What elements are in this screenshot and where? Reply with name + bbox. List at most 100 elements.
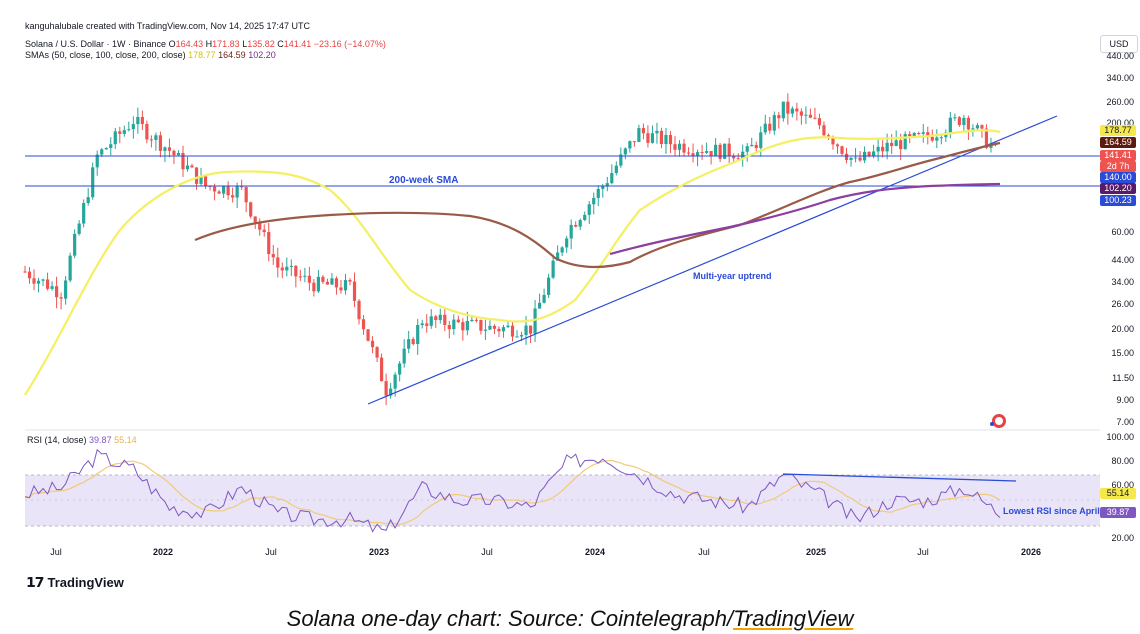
y-tick: 60.00 <box>1111 227 1134 237</box>
candle-body <box>425 323 429 326</box>
candle-body <box>754 144 758 149</box>
rsi-tick: 100.00 <box>1106 432 1134 442</box>
y-tick: 200.00 <box>1106 118 1134 128</box>
candle-body <box>966 117 971 130</box>
candle-body <box>849 157 853 160</box>
candle-body <box>379 357 384 382</box>
candle-body <box>583 214 587 221</box>
ohlc-open-label: O <box>168 39 176 49</box>
candle-body <box>659 130 664 145</box>
candle-body <box>853 157 858 159</box>
candle-body <box>77 223 81 234</box>
candle-body <box>808 114 813 118</box>
currency-label: USD <box>1109 39 1129 49</box>
x-tick: 2023 <box>368 547 390 557</box>
candle-body <box>27 271 32 279</box>
ohlc-high-label: H <box>205 39 213 49</box>
sma50-value: 178.77 <box>188 50 216 60</box>
caption-link[interactable]: TradingView <box>733 606 854 631</box>
tv-icon: 𝟭𝟳 <box>26 574 45 590</box>
candle-body <box>903 134 907 150</box>
candle-body <box>528 325 533 334</box>
candle-body <box>95 154 99 168</box>
candle-body <box>984 128 989 148</box>
candle-body <box>416 325 420 345</box>
candle-body <box>695 152 700 156</box>
candle-body <box>203 176 208 187</box>
rsi-note: Lowest RSI since April <box>1003 506 1100 516</box>
rsi-ma-tag: 55.14 <box>1100 488 1136 499</box>
candle-body <box>980 125 984 129</box>
sma-legend: SMAs (50, close, 100, close, 200, close)… <box>25 50 276 60</box>
candle-body <box>465 321 469 331</box>
x-tick: 2026 <box>1020 547 1042 557</box>
candle-body <box>163 147 167 151</box>
candle-body <box>352 281 357 301</box>
symbol-name: Solana / U.S. Dollar · 1W · Binance <box>25 39 167 49</box>
price-chart[interactable]: 200-week SMA Multi-year uptrend Lowest R… <box>0 0 1140 600</box>
candle-body <box>167 147 172 151</box>
price-tag-level-140: 140.00 <box>1100 172 1136 183</box>
candle-body <box>948 117 952 133</box>
rsi-value-legend: 39.87 <box>89 435 112 445</box>
price-tag-level-100: 100.23 <box>1100 195 1136 206</box>
candle-body <box>443 314 447 326</box>
candle-body <box>673 144 677 150</box>
tradingview-logo[interactable]: 𝟭𝟳 TradingView <box>26 574 124 591</box>
price-tag-sma200: 102.20 <box>1100 183 1136 194</box>
candle-body <box>565 238 569 248</box>
candle-body <box>957 117 961 125</box>
candle-body <box>118 131 122 134</box>
x-tick: Jul <box>50 547 62 557</box>
candle-body <box>926 132 930 137</box>
candle-body <box>456 319 460 323</box>
candle-body <box>398 363 402 375</box>
y-tick: 9.00 <box>1116 395 1134 405</box>
candle-body <box>962 117 966 125</box>
candle-body <box>890 142 894 147</box>
candle-body <box>325 281 330 285</box>
candle-body <box>334 278 339 288</box>
candle-body <box>515 336 519 338</box>
ohlc-high: 171.83 <box>212 39 240 49</box>
candle-body <box>470 319 474 322</box>
candle-body <box>971 128 975 130</box>
replay-icon[interactable] <box>990 414 1006 428</box>
currency-button[interactable]: USD <box>1100 35 1138 53</box>
candle-body <box>587 204 591 215</box>
y-tick: 15.00 <box>1111 348 1134 358</box>
ohlc-close: 141.41 <box>283 39 312 49</box>
credit-line: kanguhalubale created with TradingView.c… <box>25 21 311 31</box>
candle-body <box>817 118 822 126</box>
candle-body <box>271 254 275 258</box>
candles-group <box>23 93 998 406</box>
candle-body <box>176 152 181 156</box>
candle-body <box>86 197 90 204</box>
sma100-line <box>194 141 1001 269</box>
candle-body <box>519 335 524 337</box>
candle-body <box>578 220 582 227</box>
candle-body <box>447 325 451 330</box>
candle-body <box>930 136 934 141</box>
candle-body <box>452 319 456 330</box>
candle-body <box>876 146 880 152</box>
candle-body <box>668 134 673 145</box>
candle-body <box>912 133 916 137</box>
candle-body <box>158 135 163 151</box>
candle-body <box>650 133 655 143</box>
candle-body <box>736 158 740 160</box>
candle-body <box>185 165 190 170</box>
candle-body <box>199 176 203 184</box>
candle-body <box>479 320 483 331</box>
candle-body <box>50 286 54 289</box>
candle-body <box>714 144 718 157</box>
candle-body <box>619 154 623 166</box>
candle-body <box>483 329 488 331</box>
candle-body <box>298 276 302 278</box>
candle-body <box>795 108 799 112</box>
candle-body <box>709 151 713 157</box>
candle-body <box>768 123 772 131</box>
candle-body <box>321 276 325 282</box>
candle-body <box>244 187 248 203</box>
price-tag-close: 141.41 <box>1100 150 1136 161</box>
